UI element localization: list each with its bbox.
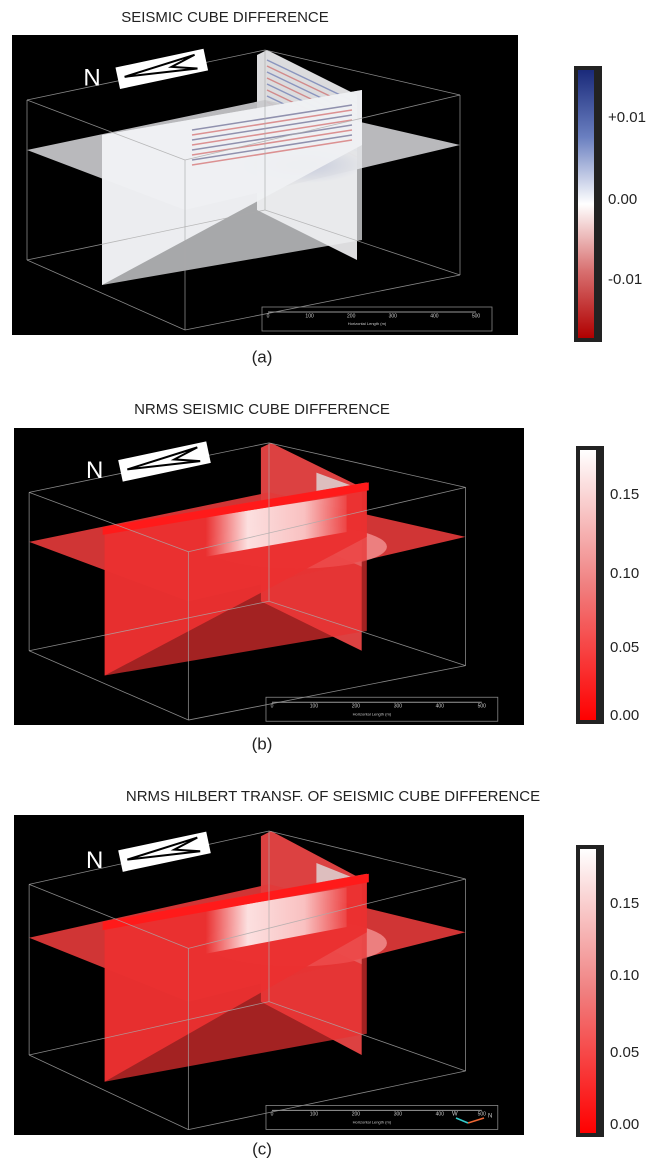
box-edge xyxy=(29,600,270,652)
box-edge xyxy=(264,49,461,96)
north-label: N xyxy=(83,64,100,91)
colorbar-tick-label: 0.10 xyxy=(610,565,639,582)
scale-tick-label: 400 xyxy=(430,313,439,319)
box-edge xyxy=(188,878,466,949)
north-arrow xyxy=(115,48,209,90)
scale-bar-frame xyxy=(261,306,493,332)
box-edge xyxy=(268,830,466,880)
box-edge xyxy=(29,1001,270,1056)
colorbar xyxy=(578,70,594,338)
reflector xyxy=(191,114,353,141)
compass-axis xyxy=(467,1117,485,1124)
reflector xyxy=(191,104,353,131)
north-arrow xyxy=(118,441,211,482)
colorbar-tick-label: 0.15 xyxy=(610,895,639,912)
reflector xyxy=(191,134,353,161)
box-edge xyxy=(268,442,466,488)
box-edge xyxy=(268,600,466,666)
north-arrow-head xyxy=(127,446,201,471)
panel: NRMS SEISMIC CUBE DIFFERENCE N 0 100 200 300 4… xyxy=(14,401,639,753)
box-edge xyxy=(28,650,189,721)
panel: SEISMIC CUBE DIFFERENCE N 0 100 200 300 400 500… xyxy=(12,9,646,366)
colorbar-tick-label: 0.00 xyxy=(608,191,637,208)
scale-bar-label: Horizontal Length (m) xyxy=(353,711,392,716)
box-edge xyxy=(264,209,461,276)
scale-tick-label: 300 xyxy=(394,1112,403,1118)
scale-bar-frame xyxy=(265,1105,499,1130)
scale-tick-label: 100 xyxy=(310,704,319,710)
reflector xyxy=(191,124,353,151)
scale-tick-label: 300 xyxy=(389,313,398,319)
scale-tick-label: 200 xyxy=(347,313,356,319)
colorbar-tick-label: +0.01 xyxy=(608,109,646,126)
colorbar-tick-label: 0.05 xyxy=(610,639,639,656)
colorbar-tick-label: 0.00 xyxy=(610,1116,639,1133)
box-edge xyxy=(28,883,189,949)
compass-label: N xyxy=(488,1114,492,1120)
box-edge xyxy=(26,99,186,161)
colorbar-tick-label: 0.15 xyxy=(610,486,639,503)
box-edge xyxy=(26,209,266,261)
scale-bar-frame xyxy=(265,696,499,722)
north-arrow-head xyxy=(127,836,201,861)
panel-title: NRMS SEISMIC CUBE DIFFERENCE xyxy=(134,401,390,418)
colorbar-tick-label: 0.05 xyxy=(610,1044,639,1061)
scale-tick-label: 500 xyxy=(472,313,481,319)
scale-tick-label: 100 xyxy=(305,313,314,319)
scale-tick-label: 400 xyxy=(436,704,445,710)
scale-bar-label: Horizontal Length (m) xyxy=(348,321,387,326)
scale-tick-label: 400 xyxy=(436,1112,445,1118)
north-label: N xyxy=(86,457,103,484)
bright-zone xyxy=(205,495,347,557)
panel-caption: (c) xyxy=(252,1139,272,1158)
scale-tick-label: 200 xyxy=(352,1112,361,1118)
scale-bar-label: Horizontal Length (m) xyxy=(353,1119,392,1124)
colorbar-tick-label: 0.00 xyxy=(610,707,639,724)
box-edge xyxy=(184,94,461,161)
box-edge xyxy=(28,491,189,553)
colorbar xyxy=(580,450,596,720)
north-label: N xyxy=(86,847,103,874)
colorbar-tick-label: 0.10 xyxy=(610,967,639,984)
panel: NRMS HILBERT TRANSF. OF SEISMIC CUBE DIF… xyxy=(14,788,639,1158)
box-edge xyxy=(26,259,186,331)
scale-tick-label: 200 xyxy=(352,704,361,710)
reflector xyxy=(191,119,353,146)
box-edge xyxy=(184,274,461,331)
scale-tick-label: 0 xyxy=(271,704,274,710)
panel-title: NRMS HILBERT TRANSF. OF SEISMIC CUBE DIF… xyxy=(126,788,540,805)
reflector xyxy=(191,129,353,156)
north-arrow xyxy=(118,831,211,872)
compass-axis xyxy=(455,1117,469,1124)
north-arrow-head xyxy=(124,53,198,78)
box-edge xyxy=(188,665,466,721)
scale-tick-label: 100 xyxy=(310,1112,319,1118)
box-edge xyxy=(188,1070,466,1131)
panel-caption: (b) xyxy=(252,734,273,753)
scale-tick-label: 500 xyxy=(478,1112,487,1118)
colorbar-tick-label: -0.01 xyxy=(608,271,642,288)
reflector xyxy=(191,109,353,136)
box-edge xyxy=(188,487,466,553)
box-edge xyxy=(268,1001,466,1072)
colorbar xyxy=(580,849,596,1133)
scale-tick-label: 500 xyxy=(478,704,487,710)
top-strip xyxy=(102,873,369,931)
box-edge xyxy=(28,1054,189,1131)
bright-zone xyxy=(205,887,347,954)
panel-caption: (a) xyxy=(252,347,273,366)
panel-title: SEISMIC CUBE DIFFERENCE xyxy=(121,9,329,26)
scale-tick-label: 0 xyxy=(271,1112,274,1118)
top-strip xyxy=(102,482,369,535)
compass-label: W xyxy=(452,1112,458,1118)
scale-tick-label: 300 xyxy=(394,704,403,710)
scale-tick-label: 0 xyxy=(267,313,270,319)
reflector xyxy=(191,139,353,166)
